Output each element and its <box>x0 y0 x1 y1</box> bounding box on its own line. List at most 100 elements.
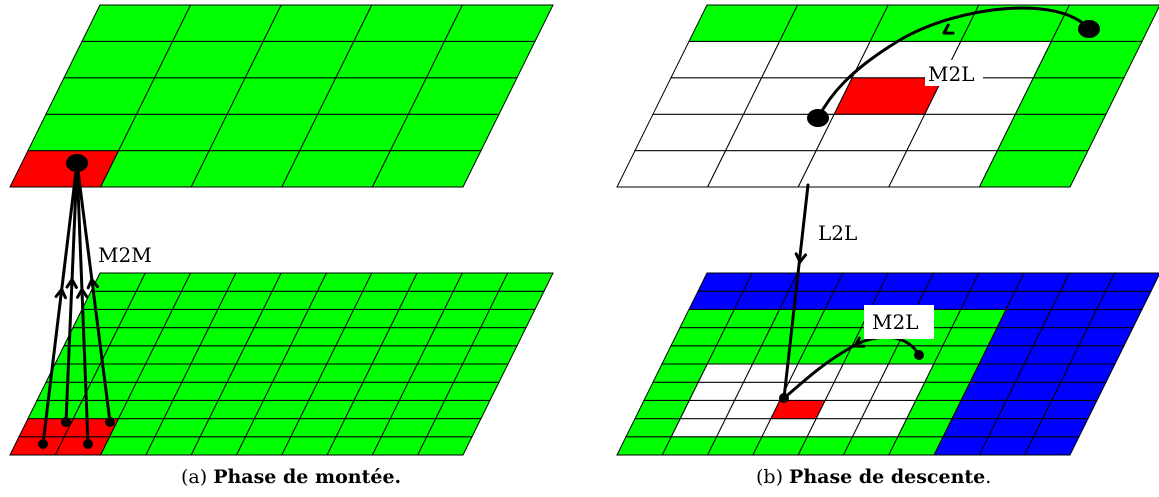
m2l-source-dot <box>1078 20 1100 38</box>
grid-cell <box>978 150 1089 188</box>
m2m-arrowhead <box>76 287 89 299</box>
grid-cell <box>1050 381 1107 401</box>
grid-cell <box>63 40 174 79</box>
m2m-line <box>75 161 112 424</box>
grid-cell <box>470 327 527 347</box>
m2m-arrows <box>38 154 115 449</box>
child-node-dot <box>83 439 93 449</box>
l2l-label: L2L <box>818 221 857 245</box>
grid-cell <box>27 113 138 152</box>
m2m-arrowhead <box>54 287 67 300</box>
m2m-label-box <box>96 241 158 267</box>
grid-cell <box>479 308 536 329</box>
grid-b-top-level <box>616 4 1159 188</box>
caption-a-prefix: (a) <box>181 466 208 488</box>
m2m-arrowhead <box>65 278 78 289</box>
grid-cell <box>117 113 229 152</box>
caption-b-prefix: (b) <box>756 466 783 488</box>
caption-b: (b) Phase de descente. <box>756 466 991 488</box>
grid-cell <box>688 4 799 42</box>
grid-cell <box>488 290 545 310</box>
grid-cell <box>905 113 1017 152</box>
grid-cell <box>99 150 211 188</box>
grid-cell <box>1068 345 1125 365</box>
l2l-line <box>782 183 810 400</box>
grid-cell <box>316 77 428 115</box>
m2l-bottom-target-dot <box>779 393 789 403</box>
grid-cell <box>1077 327 1134 347</box>
grid-cell <box>1023 436 1080 456</box>
grid-cell <box>425 418 482 438</box>
m2l-bottom-source-dot <box>914 350 924 360</box>
grid-cell <box>280 150 392 188</box>
grid-cell <box>81 4 192 42</box>
grid-cell <box>996 113 1107 152</box>
grid-a-bottom-level <box>9 272 554 456</box>
grid-cell <box>389 113 500 152</box>
m2m-line <box>75 161 90 446</box>
l2l-arrowhead <box>794 252 808 264</box>
child-node-dot <box>38 439 48 449</box>
grid-cell <box>742 77 854 115</box>
grid-cell <box>815 113 926 152</box>
m2l-top-label: M2L <box>928 62 974 86</box>
grid-cell <box>226 77 337 115</box>
child-node-dot <box>105 417 115 427</box>
grid-cell <box>153 40 265 79</box>
m2l-top-curve <box>816 6 1091 120</box>
grid-cell <box>1059 363 1116 383</box>
grid-cell <box>452 363 509 383</box>
grid-cell <box>352 4 464 42</box>
grid-cell <box>1104 272 1159 292</box>
grid-cell <box>497 272 554 292</box>
m2l-bottom-label: M2L <box>872 310 918 334</box>
grid-cell <box>1041 399 1098 420</box>
grid-cell <box>887 150 999 188</box>
m2l-bottom-arrowhead <box>853 336 866 348</box>
grid-cell <box>262 4 373 42</box>
grid-cell <box>1086 308 1143 329</box>
grid-cell <box>1032 418 1089 438</box>
grid-cell <box>616 150 727 188</box>
caption-a: (a) Phase de montée. <box>181 466 401 488</box>
grid-cell <box>652 77 763 115</box>
grid-cell <box>190 150 301 188</box>
grid-cell <box>425 40 536 79</box>
grid-cell <box>135 77 247 115</box>
grid-cell <box>778 4 890 42</box>
grid-cell <box>9 150 120 188</box>
grid-cell <box>706 150 818 188</box>
grid-cell <box>298 113 410 152</box>
grid-cell <box>416 436 473 456</box>
panel-b: M2L L2L M2L <box>616 4 1159 456</box>
grid-cell <box>334 40 446 79</box>
caption-b-suffix: . <box>985 466 992 488</box>
m2m-arrowhead <box>86 278 99 290</box>
grid-cell <box>208 113 319 152</box>
grid-cell <box>443 4 554 42</box>
grid-cell <box>1032 40 1143 79</box>
m2m-line <box>64 161 79 424</box>
b-arrows <box>779 6 1100 403</box>
grid-cell <box>171 4 283 42</box>
l2l-label-box <box>815 219 867 245</box>
m2l-target-dot <box>807 109 829 127</box>
grid-cell <box>1050 4 1159 42</box>
grid-cell <box>670 40 781 79</box>
grid-cell <box>461 345 518 365</box>
grid-cell <box>244 40 355 79</box>
caption-b-title: Phase de descente <box>789 466 986 488</box>
child-node-dot <box>61 417 71 427</box>
grid-cell <box>407 77 518 115</box>
panel-a: M2M <box>9 4 554 456</box>
grid-cell <box>371 150 482 188</box>
m2l-bottom-label-box <box>864 305 934 339</box>
parent-node-dot <box>66 154 88 172</box>
m2l-bottom-curve <box>782 335 921 400</box>
grid-cell <box>434 399 491 420</box>
grid-cell <box>634 113 745 152</box>
grid-cell <box>869 4 980 42</box>
caption-a-title: Phase de montée. <box>213 466 402 488</box>
m2m-line <box>41 161 79 446</box>
